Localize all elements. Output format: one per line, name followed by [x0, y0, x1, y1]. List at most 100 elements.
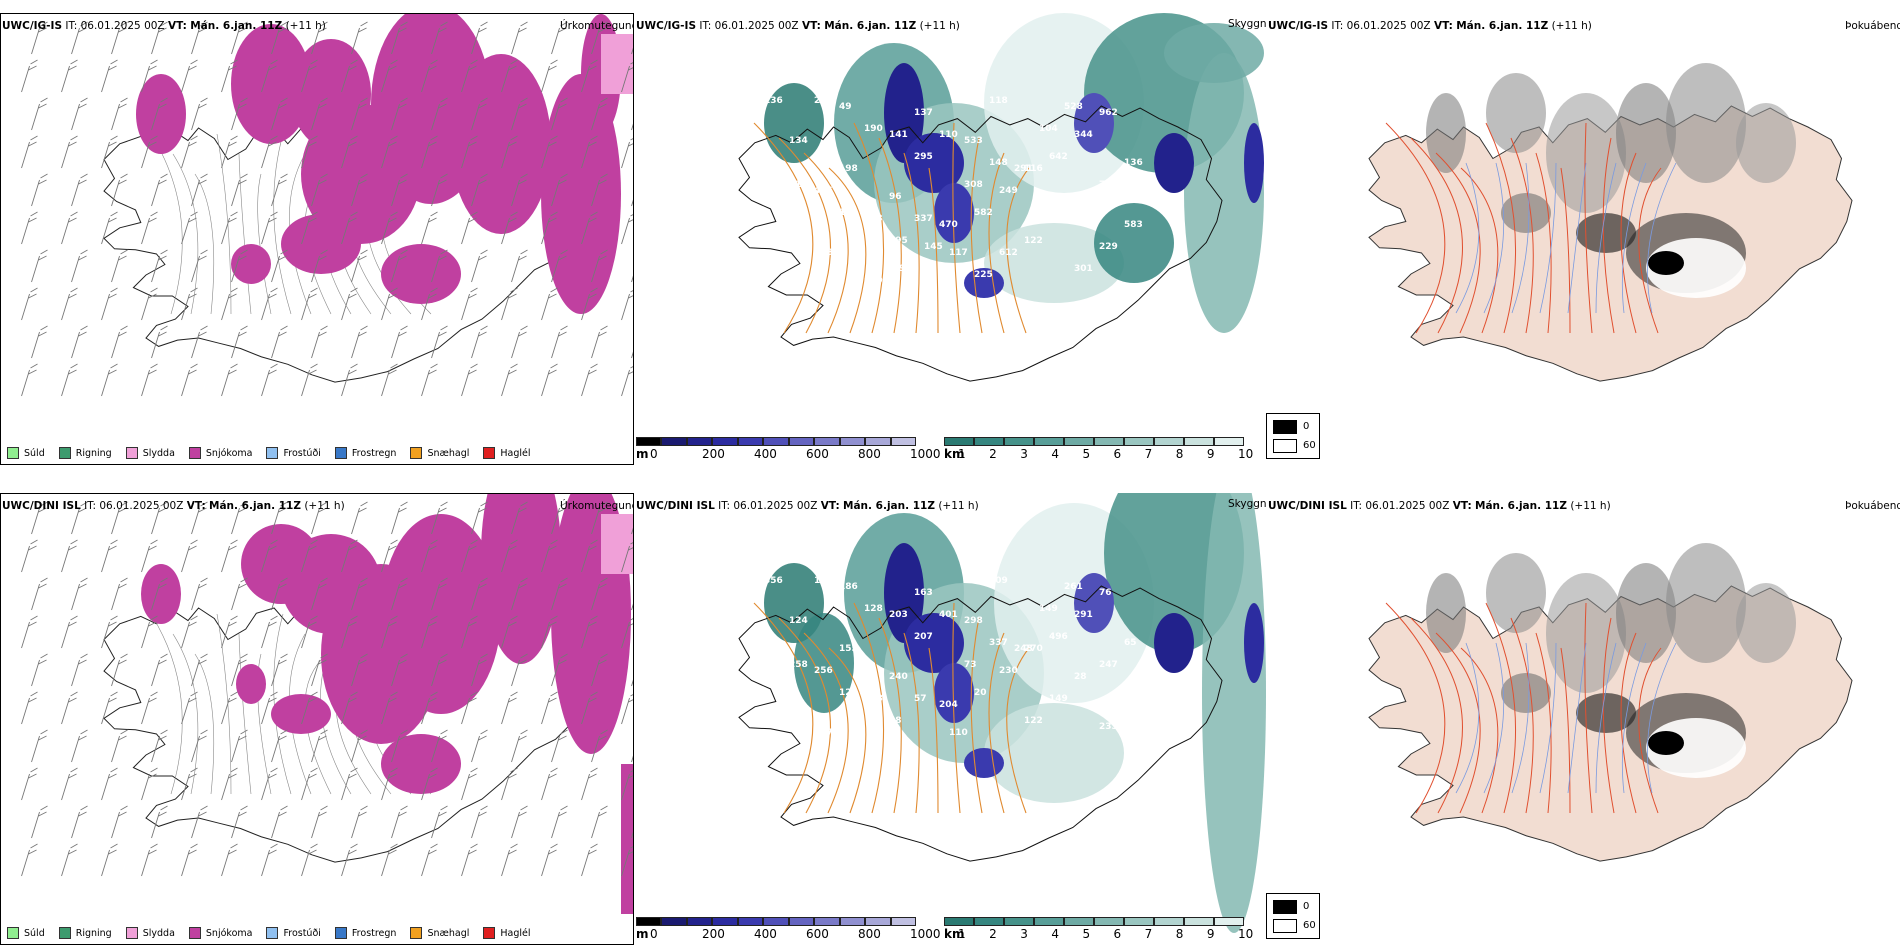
wind-barb: [151, 577, 168, 611]
wind-barb: [461, 691, 478, 725]
legend-swatch: [7, 447, 19, 459]
wind-barb: [301, 843, 318, 877]
ceiling-colorbar-unit: m: [636, 927, 649, 941]
fog-index-areas: [1426, 543, 1796, 778]
wind-barb: [621, 542, 633, 573]
wind-barb: [311, 653, 328, 687]
wind-barb: [151, 653, 168, 687]
ceiling-value: 582: [974, 208, 993, 218]
wind-barbs: [21, 21, 633, 397]
legend-swatch: [483, 927, 496, 939]
panel-name-precip-row2: Úrkomutegund: [560, 500, 639, 512]
wind-barb: [591, 249, 608, 283]
wind-barb: [101, 363, 118, 397]
ceiling-value: 225: [974, 270, 993, 280]
road-line: [257, 173, 272, 315]
wind-barb: [301, 287, 318, 321]
ceiling-value: 270: [1024, 644, 1043, 654]
ceiling-colorbar-tick-label: 1000: [910, 447, 941, 461]
wind-barb: [471, 21, 488, 55]
wind-barb: [341, 135, 358, 169]
wind-barb: [151, 97, 168, 131]
wind-barb: [421, 767, 438, 801]
wind-barb: [381, 363, 398, 397]
road-line: [1620, 632, 1637, 814]
road-line: [1602, 137, 1615, 334]
wind-barb: [391, 653, 408, 687]
precip-map-row1: [21, 14, 633, 397]
wind-barb: [71, 805, 88, 839]
ceiling-value: 109: [989, 576, 1008, 586]
ceiling-value: 49: [839, 102, 852, 112]
wind-barb: [461, 767, 478, 801]
ceiling-value: 76: [1099, 588, 1112, 598]
wind-barb: [21, 287, 38, 321]
wind-barb: [511, 249, 528, 283]
iceland-outline-group: [738, 585, 1223, 862]
ceiling-colorbar-tick-label: 600: [806, 927, 829, 941]
legend-item-snæhagl: Snæhagl: [410, 447, 469, 459]
ceiling-value: 172: [814, 576, 833, 586]
wind-barb: [221, 843, 238, 877]
road-line: [172, 153, 199, 315]
wind-barb: [621, 770, 633, 801]
fog-area: [1501, 193, 1551, 233]
wind-barb: [141, 615, 158, 649]
road-line: [1485, 602, 1517, 814]
wind-barb: [141, 691, 158, 725]
visibility-colorbar-segment: [1214, 437, 1244, 446]
ceiling-value: 148: [989, 158, 1008, 168]
road-line: [172, 633, 199, 795]
wind-barb: [71, 653, 88, 687]
ceiling-value: 278: [1124, 700, 1143, 710]
wind-barb: [431, 97, 448, 131]
snowfall-area: [381, 734, 461, 794]
snowfall-area: [231, 24, 311, 144]
snowfall-area: [236, 664, 266, 704]
wind-barb: [381, 135, 398, 169]
visibility-colorbar-segment: [1154, 917, 1184, 926]
wind-barb: [551, 173, 568, 207]
visibility-colorbar-segment: [974, 437, 1004, 446]
road-line: [1535, 152, 1552, 334]
ceiling-colorbar-segment: [712, 437, 738, 446]
wind-barb: [421, 59, 438, 93]
wind-barb: [191, 325, 208, 359]
ceiling-value: 1: [1049, 214, 1055, 224]
visibility-colorbar-tick-label: 2: [989, 927, 997, 941]
road-line: [803, 152, 849, 334]
wind-barb: [381, 211, 398, 245]
wind-barb: [631, 199, 633, 207]
wind-barb: [421, 363, 438, 397]
ceiling-value: 207: [914, 632, 933, 642]
visibility-colorbar-row1: km 1 2 3 4 5 6 7 8 9 10: [944, 437, 1264, 461]
panel-title-fog-row1: UWC/IG-IS IT: 06.01.2025 00Z VT: Mán. 6.…: [1268, 20, 1592, 32]
wind-barb: [221, 615, 238, 649]
legend-item-frostregn: Frostregn: [334, 927, 396, 939]
wind-barb: [261, 615, 278, 649]
wind-barb: [511, 97, 528, 131]
visibility-colorbar-segment: [944, 437, 974, 446]
ceiling-value: 190: [864, 124, 883, 134]
road-line: [988, 152, 1005, 334]
wind-barb: [541, 843, 558, 877]
legend-swatch: [58, 447, 71, 459]
wind-barb: [231, 21, 248, 55]
wind-barb: [71, 501, 88, 535]
fog-panel-row1: [1266, 13, 1900, 465]
ceiling-value: 57: [914, 694, 927, 704]
ceiling-area: [1074, 573, 1114, 633]
ceiling-value: 233: [1099, 722, 1118, 732]
wind-barb: [261, 211, 278, 245]
legend-label: Snæhagl: [427, 927, 470, 939]
ceiling-area: [1244, 603, 1264, 683]
precip-panel-row2: Súld Rigning Slydda Snjókoma Frostúði Frostre…: [0, 493, 634, 945]
ceiling-colorbar-segment: [865, 917, 891, 926]
wind-barb: [181, 59, 198, 93]
wind-barb: [591, 805, 608, 839]
wind-barb: [431, 805, 448, 839]
legend-item-snjókoma: Snjókoma: [188, 927, 252, 939]
wind-barb: [501, 615, 518, 649]
wind-barb: [501, 767, 518, 801]
precip-legend-row1: Súld Rigning Slydda Snjókoma Frostúði Frostre…: [1, 442, 633, 464]
